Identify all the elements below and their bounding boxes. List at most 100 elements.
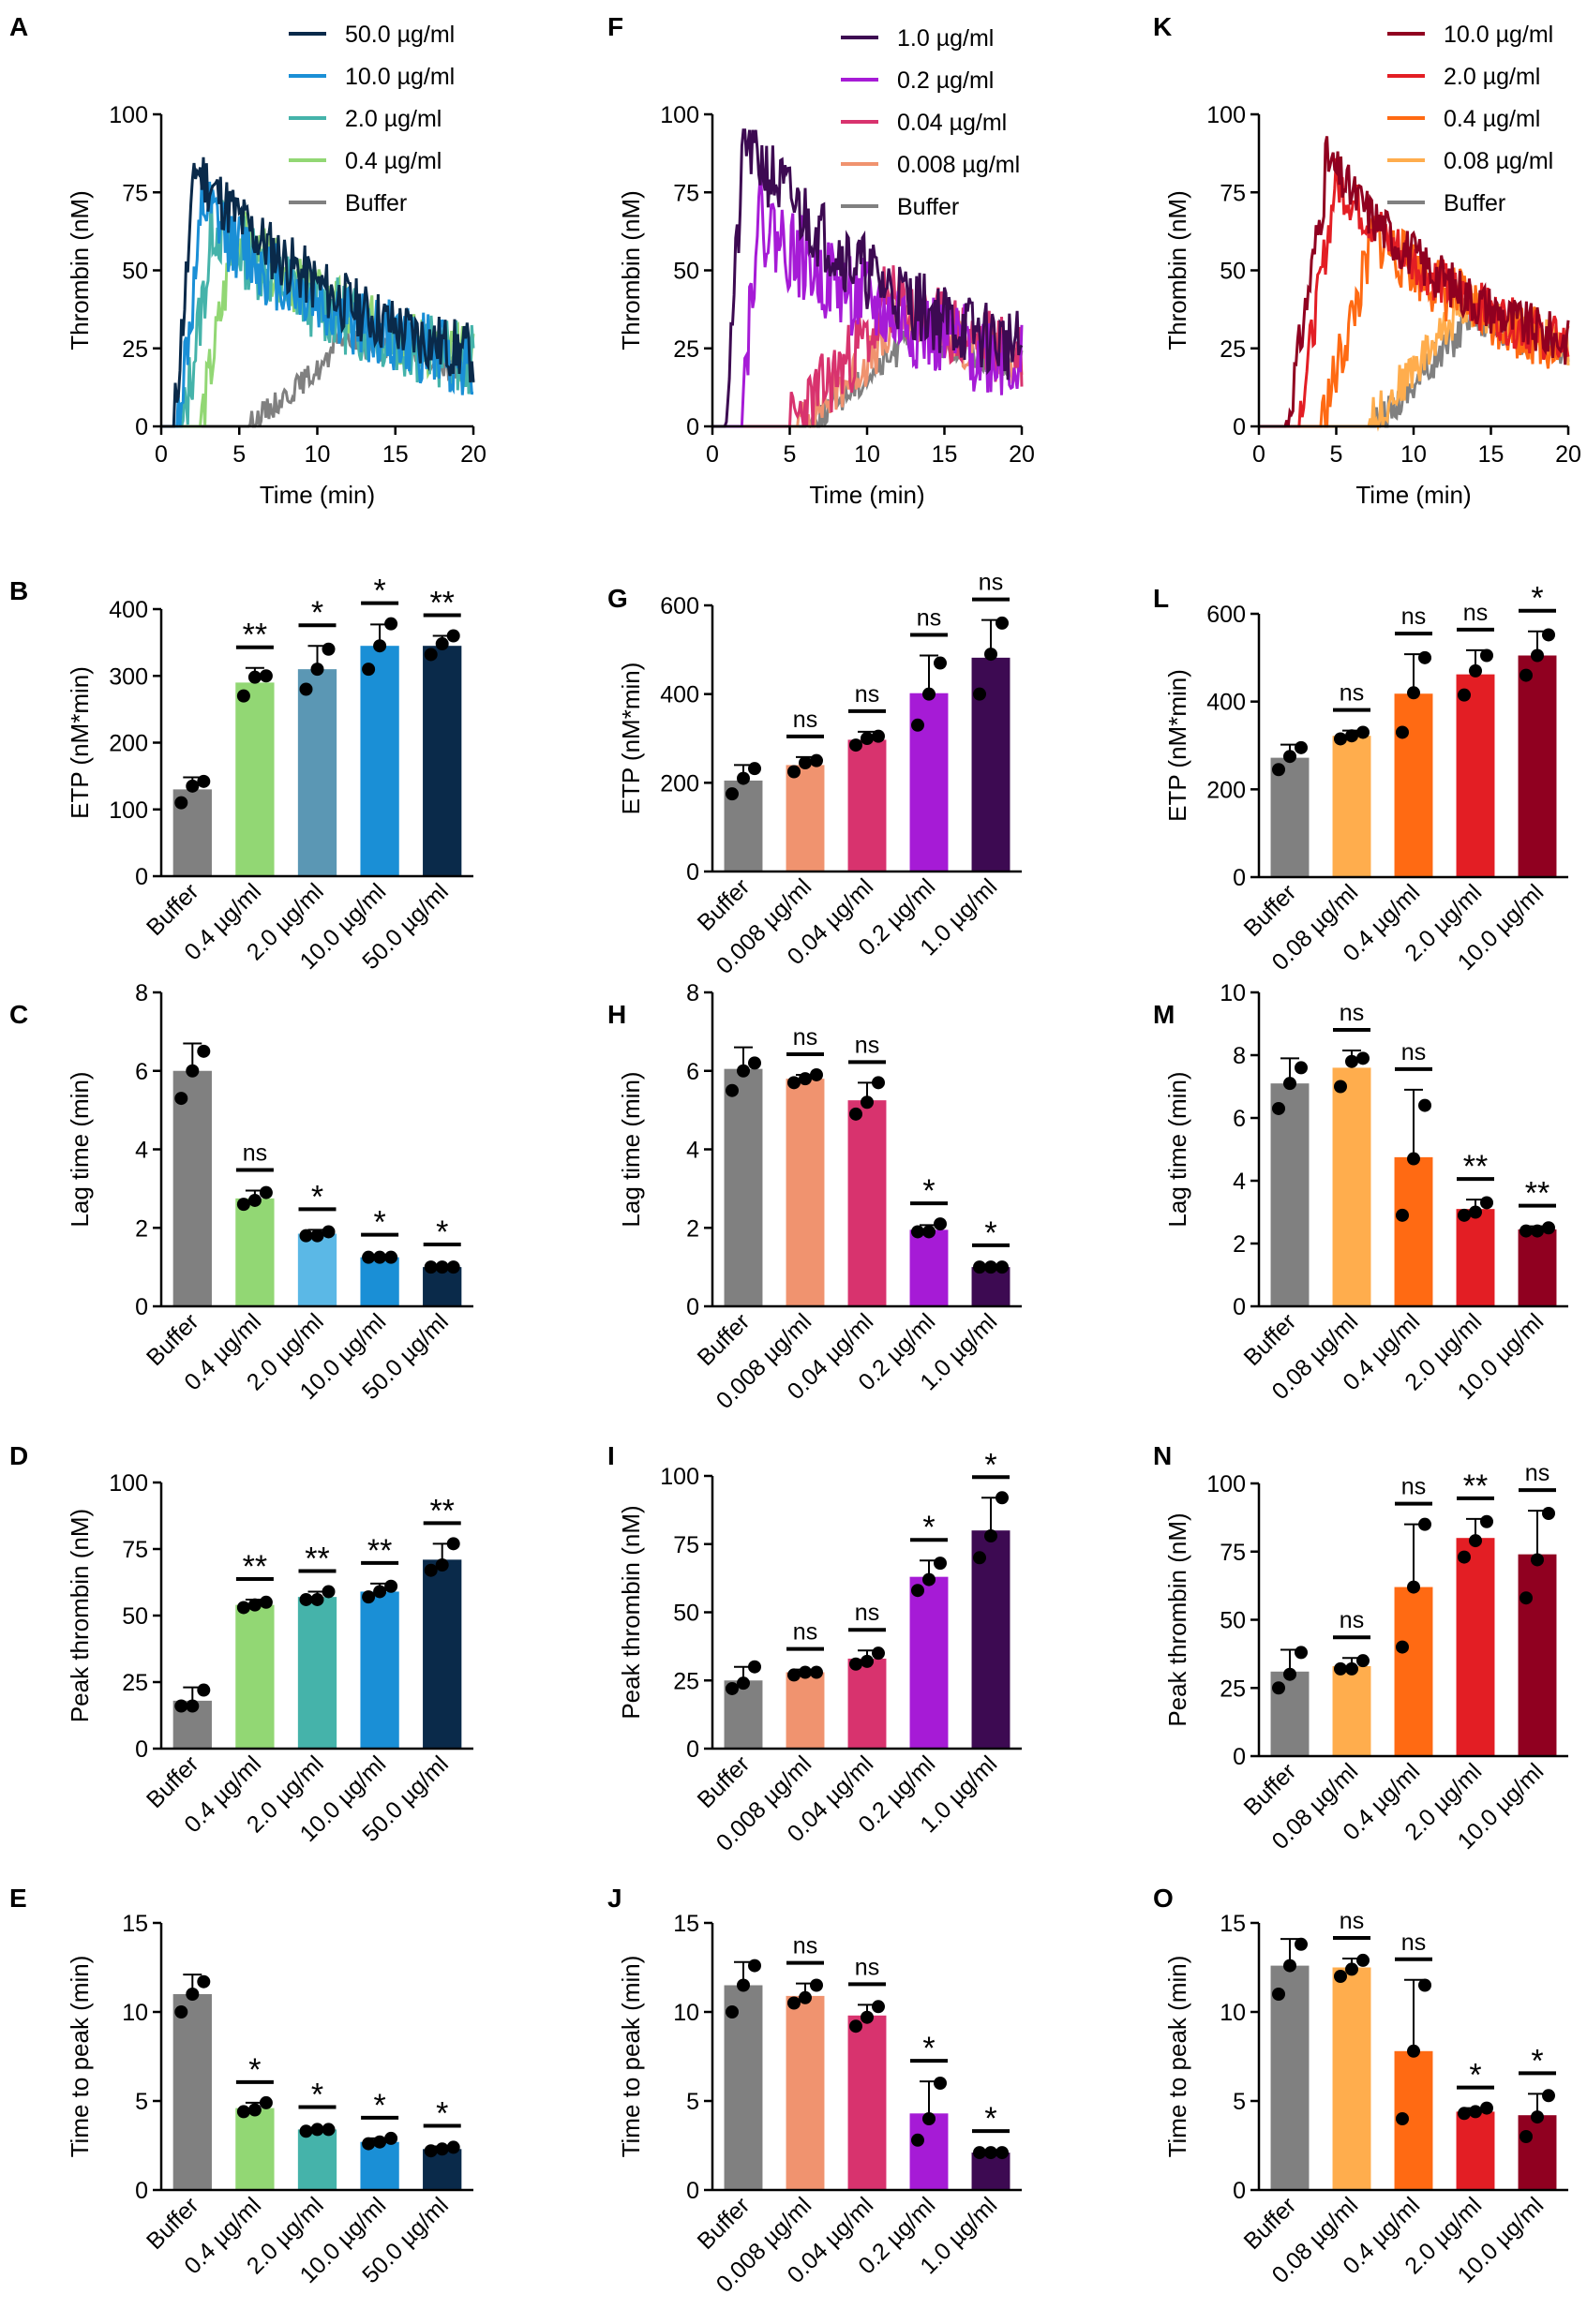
significance-label: *: [311, 2078, 323, 2113]
legend-label: 0.08 µg/ml: [1444, 148, 1553, 174]
data-point: [1356, 1051, 1370, 1065]
significance-label: *: [1531, 2043, 1543, 2078]
panel-label: A: [9, 12, 28, 41]
data-point: [1418, 1098, 1431, 1112]
y-tick-label: 300: [109, 663, 148, 690]
y-tick-label: 15: [1220, 1911, 1246, 1937]
bar: [1518, 2115, 1557, 2190]
data-point: [1396, 2112, 1409, 2125]
data-point: [996, 2146, 1009, 2160]
y-tick-label: 6: [686, 1059, 699, 1085]
y-tick-label: 100: [660, 1464, 699, 1490]
data-point: [1283, 1667, 1296, 1681]
data-point: [1469, 663, 1482, 678]
panel-label: K: [1153, 12, 1172, 41]
legend-label: 0.04 µg/ml: [897, 110, 1007, 136]
legend-label: 1.0 µg/ml: [897, 25, 994, 52]
data-point: [1520, 1591, 1533, 1605]
data-point: [787, 1668, 801, 1682]
data-point: [1334, 1970, 1347, 1983]
y-tick-label: 0: [135, 414, 148, 440]
y-tick-label: 200: [109, 731, 148, 757]
data-point: [737, 1064, 750, 1078]
data-point: [799, 1072, 812, 1086]
data-point: [424, 648, 438, 662]
data-point: [787, 1996, 801, 2010]
panel-label: E: [9, 1884, 27, 1913]
y-tick-label: 0: [686, 414, 699, 440]
significance-label: *: [984, 1447, 996, 1482]
y-axis-label: Peak thrombin (nM): [1163, 1512, 1191, 1726]
data-point: [861, 1654, 874, 1668]
data-point: [1295, 740, 1308, 754]
data-point: [1418, 650, 1431, 664]
data-point: [446, 629, 460, 643]
panel-label: G: [607, 584, 628, 613]
data-point: [872, 729, 885, 743]
data-point: [748, 1056, 761, 1070]
data-point: [849, 1107, 862, 1121]
bar: [847, 2015, 887, 2190]
significance-label: *: [373, 2088, 385, 2123]
data-point: [362, 1250, 376, 1264]
y-axis-label: ETP (nM*min): [617, 663, 645, 815]
bar: [235, 1604, 275, 1749]
data-point: [1396, 1208, 1409, 1222]
data-point: [322, 642, 336, 656]
legend-label: 2.0 µg/ml: [1444, 64, 1540, 90]
data-point: [973, 2146, 986, 2160]
x-tick-label: 10: [854, 441, 880, 468]
data-point: [726, 1083, 739, 1097]
data-point: [174, 1092, 188, 1106]
significance-label: **: [1463, 1149, 1488, 1184]
data-point: [1480, 1514, 1493, 1528]
data-point: [373, 639, 387, 653]
data-point: [373, 1585, 387, 1599]
data-point: [1334, 1661, 1347, 1676]
significance-label: ns: [1401, 1474, 1426, 1500]
significance-label: *: [922, 1510, 935, 1545]
data-point: [310, 1229, 324, 1243]
data-point: [872, 2000, 885, 2014]
panel-label: I: [607, 1441, 615, 1470]
significance-label: ns: [243, 1140, 267, 1166]
y-tick-label: 50: [1220, 1608, 1246, 1634]
data-point: [861, 732, 874, 745]
significance-label: *: [922, 1173, 935, 1209]
series-line: [1259, 136, 1570, 428]
data-point: [1458, 688, 1471, 702]
data-point: [726, 787, 739, 801]
data-point: [934, 656, 947, 670]
x-tick-label: 20: [460, 441, 487, 468]
data-point: [1407, 686, 1420, 700]
data-point: [384, 1579, 398, 1593]
y-tick-label: 10: [1220, 2000, 1246, 2026]
y-tick-label: 0: [1233, 1294, 1246, 1320]
data-point: [1272, 1988, 1285, 2001]
series-line: [712, 175, 1024, 428]
data-point: [787, 765, 801, 779]
data-point: [1418, 1517, 1431, 1531]
y-tick-label: 200: [660, 770, 699, 797]
data-point: [435, 2142, 449, 2156]
data-point: [934, 1217, 947, 1231]
data-point: [236, 689, 250, 703]
data-point: [748, 762, 761, 776]
data-point: [737, 1676, 750, 1691]
y-axis-label: Thrombin (nM): [66, 190, 94, 350]
bar: [1518, 1229, 1557, 1306]
bar: [1456, 674, 1495, 877]
significance-label: ns: [1340, 1607, 1364, 1633]
y-tick-label: 75: [673, 180, 699, 206]
data-point: [861, 1095, 874, 1110]
data-point: [1469, 1534, 1482, 1548]
panel-label: C: [9, 1000, 28, 1029]
significance-label: ns: [1340, 1908, 1364, 1934]
significance-label: ns: [793, 1619, 817, 1646]
data-point: [247, 670, 262, 684]
y-tick-label: 100: [109, 102, 148, 128]
